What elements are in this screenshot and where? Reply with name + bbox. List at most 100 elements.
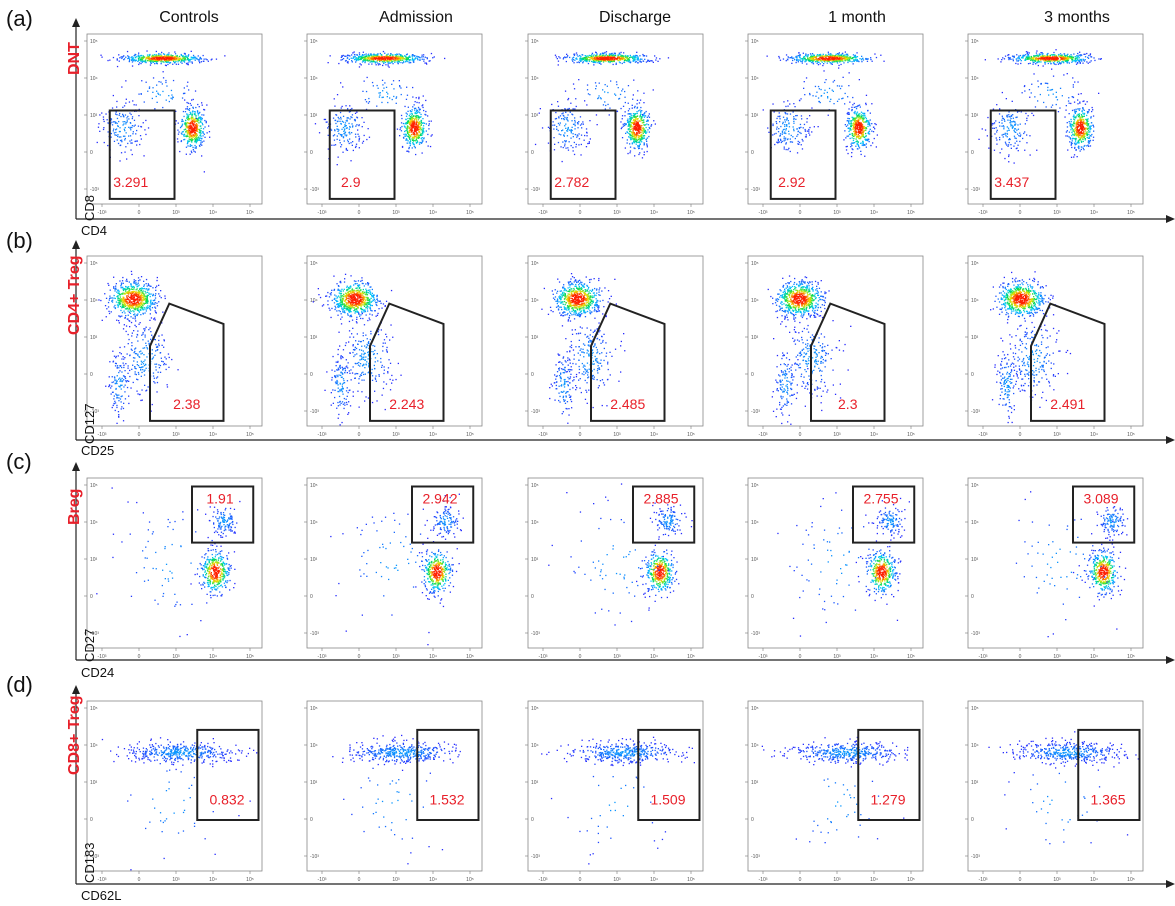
event-dot — [201, 61, 202, 62]
event-dot — [584, 60, 585, 61]
event-dot — [855, 127, 856, 128]
event-dot — [341, 144, 342, 145]
event-dot — [185, 122, 186, 123]
event-dot — [632, 105, 633, 106]
event-dot — [196, 124, 197, 125]
event-dot — [830, 53, 831, 54]
event-dot — [578, 121, 579, 122]
event-dot — [643, 55, 644, 56]
event-dot — [836, 54, 837, 55]
event-dot — [784, 126, 785, 127]
event-dot — [627, 132, 628, 133]
event-dot — [199, 129, 200, 130]
event-dot — [192, 57, 193, 58]
event-dot — [156, 51, 157, 52]
event-dot — [343, 116, 344, 117]
event-dot — [637, 90, 638, 91]
event-dot — [178, 64, 179, 65]
y-tick-label: -10³ — [531, 187, 540, 193]
event-dot — [635, 57, 636, 58]
event-dot — [793, 126, 794, 127]
event-dot — [609, 114, 610, 115]
event-dot — [355, 113, 356, 114]
event-dot — [132, 133, 133, 134]
event-dot — [111, 133, 112, 134]
event-dot — [634, 115, 635, 116]
event-dot — [327, 127, 328, 128]
event-dot — [870, 145, 871, 146]
event-dot — [368, 64, 369, 65]
event-dot — [853, 140, 854, 141]
event-dot — [149, 58, 150, 59]
event-dot — [343, 58, 344, 59]
event-dot — [147, 91, 148, 92]
event-dot — [554, 149, 555, 150]
event-dot — [409, 124, 410, 125]
event-dot — [831, 57, 832, 58]
event-dot — [618, 58, 619, 59]
event-dot — [163, 59, 164, 60]
event-dot — [168, 62, 169, 63]
event-dot — [1077, 57, 1078, 58]
event-dot — [156, 57, 157, 58]
event-dot — [648, 120, 649, 121]
event-dot — [809, 115, 810, 116]
event-dot — [844, 57, 845, 58]
event-dot — [637, 121, 638, 122]
event-dot — [356, 112, 357, 113]
event-dot — [348, 123, 349, 124]
event-dot — [784, 136, 785, 137]
event-dot — [201, 128, 202, 129]
event-dot — [586, 132, 587, 133]
event-dot — [1029, 52, 1030, 53]
event-dot — [645, 131, 646, 132]
event-dot — [647, 117, 648, 118]
event-dot — [570, 103, 571, 104]
event-dot — [785, 112, 786, 113]
event-dot — [198, 114, 199, 115]
event-dot — [211, 59, 212, 60]
event-dot — [188, 59, 189, 60]
event-dot — [407, 126, 408, 127]
event-dot — [653, 62, 654, 63]
event-dot — [786, 60, 787, 61]
event-dot — [127, 51, 128, 52]
event-dot — [198, 122, 199, 123]
event-dot — [772, 134, 773, 135]
event-dot — [812, 58, 813, 59]
event-dot — [632, 99, 633, 100]
event-dot — [191, 126, 192, 127]
event-dot — [426, 63, 427, 64]
event-dot — [129, 140, 130, 141]
event-dot — [401, 94, 402, 95]
event-dot — [873, 131, 874, 132]
event-dot — [340, 112, 341, 113]
event-dot — [411, 120, 412, 121]
event-dot — [806, 136, 807, 137]
y-tick-label: 10⁵ — [751, 39, 759, 45]
event-dot — [159, 57, 160, 58]
event-dot — [187, 133, 188, 134]
event-dot — [150, 62, 151, 63]
event-dot — [404, 106, 405, 107]
event-dot — [422, 118, 423, 119]
event-dot — [548, 127, 549, 128]
event-dot — [346, 125, 347, 126]
event-dot — [806, 63, 807, 64]
event-dot — [429, 60, 430, 61]
event-dot — [763, 109, 764, 110]
event-dot — [165, 80, 166, 81]
y-tick-label: 0 — [751, 150, 754, 156]
event-dot — [570, 138, 571, 139]
event-dot — [848, 128, 849, 129]
event-dot — [783, 122, 784, 123]
event-dot — [423, 56, 424, 57]
event-dot — [836, 61, 837, 62]
event-dot — [778, 56, 779, 57]
gate-box — [330, 111, 395, 199]
event-dot — [794, 118, 795, 119]
event-dot — [595, 82, 596, 83]
event-dot — [419, 59, 420, 60]
x-tick-label: -10³ — [759, 210, 768, 216]
event-dot — [184, 139, 185, 140]
